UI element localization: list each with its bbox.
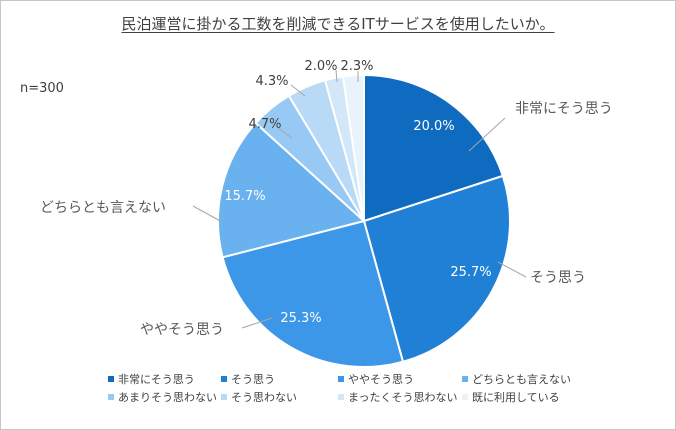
category-label: どちらとも言えない (40, 200, 166, 216)
legend-label: 非常にそう思う (118, 373, 195, 386)
legend-swatch (462, 394, 468, 400)
legend-label: まったくそう思わない (348, 391, 458, 404)
category-label: ややそう思う (140, 322, 224, 338)
legend-label: そう思う (231, 373, 275, 386)
leader-line (277, 127, 293, 139)
legend-item-somewhat-agree: ややそう思う (338, 371, 462, 387)
category-label: そう思う (530, 270, 586, 286)
legend-label: そう思わない (231, 391, 297, 404)
legend-label: ややそう思う (348, 373, 414, 386)
legend-row: あまりそう思わない そう思わない まったくそう思わない 既に利用している (108, 388, 608, 406)
chart-title: 民泊運営に掛かる工数を削減できるITサービスを使用したいか。 (121, 15, 555, 33)
legend-label: どちらとも言えない (472, 373, 571, 386)
leader-line (241, 317, 273, 329)
data-label: 20.0% (413, 119, 454, 134)
leader-line (192, 205, 223, 223)
legend-swatch (221, 376, 227, 382)
leader-line (335, 69, 338, 83)
legend-label: 既に利用している (472, 391, 560, 404)
legend-item-already-using: 既に利用している (462, 389, 560, 405)
legend-item-very-agree: 非常にそう思う (108, 371, 221, 387)
legend-swatch (462, 376, 468, 382)
legend-swatch (108, 376, 114, 382)
legend-swatch (221, 394, 227, 400)
legend-item-not-really: あまりそう思わない (108, 389, 221, 405)
leader-line (468, 117, 506, 152)
pie-slice (217, 121, 367, 259)
legend-item-strongly-disagree: まったくそう思わない (338, 389, 462, 405)
pie-slice (341, 73, 365, 222)
data-label: 25.3% (280, 311, 321, 326)
data-label: 4.7% (248, 117, 281, 132)
data-label: 25.7% (450, 265, 491, 280)
data-label: 2.0% (304, 59, 337, 74)
legend-swatch (338, 394, 344, 400)
data-label: 4.3% (255, 74, 288, 89)
category-label: 非常にそう思う (515, 101, 613, 117)
data-label: 2.3% (340, 59, 373, 74)
legend-label: あまりそう思わない (118, 391, 217, 404)
leader-line (290, 84, 306, 97)
legend-swatch (338, 376, 344, 382)
legend-swatch (108, 394, 114, 400)
legend: 非常にそう思う そう思う ややそう思う どちらとも言えない あまりそう思わない … (108, 370, 608, 406)
pie-slice (362, 174, 511, 363)
pie-slice (363, 73, 505, 223)
legend-item-agree: そう思う (221, 371, 338, 387)
data-label: 15.7% (224, 189, 265, 204)
legend-row: 非常にそう思う そう思う ややそう思う どちらとも言えない (108, 370, 608, 388)
pie-slice (221, 219, 405, 368)
leader-line (497, 261, 527, 278)
sample-size: n=300 (20, 81, 64, 96)
legend-item-neutral: どちらとも言えない (462, 371, 571, 387)
legend-item-disagree: そう思わない (221, 389, 338, 405)
